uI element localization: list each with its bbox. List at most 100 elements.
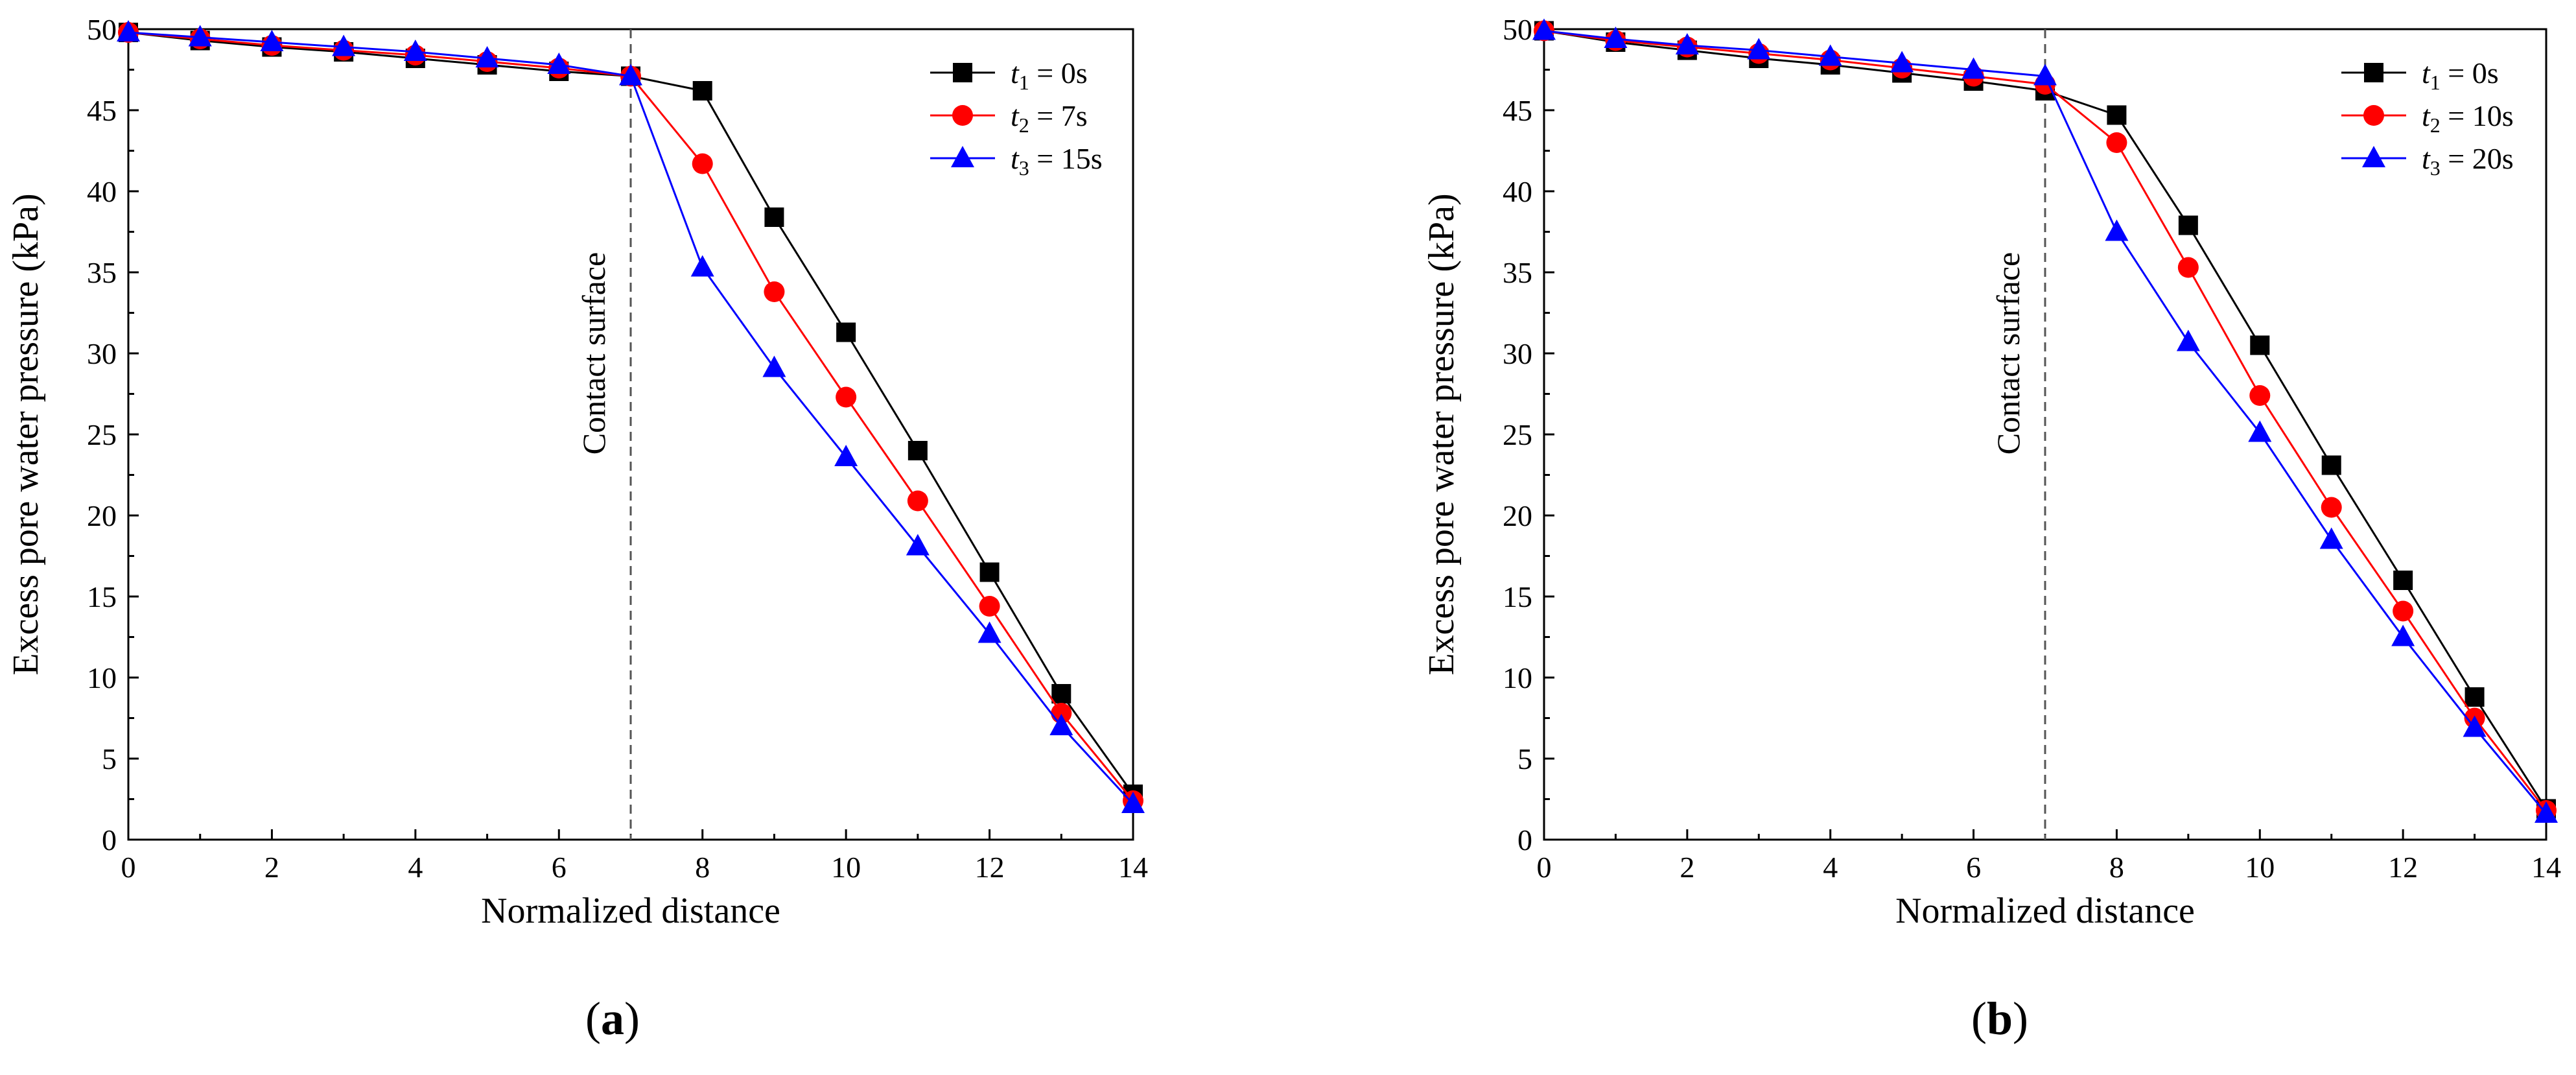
data-point bbox=[1890, 51, 1914, 73]
panel-label-b: (b) bbox=[1971, 993, 2029, 1045]
legend-label: t2 = 7s bbox=[1011, 99, 1088, 137]
y-tick-label: 45 bbox=[87, 94, 117, 127]
legend-label: t3 = 15s bbox=[1011, 142, 1103, 180]
x-tick-label: 8 bbox=[2109, 851, 2124, 884]
x-axis-label: Normalized distance bbox=[1895, 891, 2195, 931]
legend-item: t2 = 10s bbox=[2341, 99, 2514, 137]
y-tick-label: 15 bbox=[87, 580, 117, 613]
data-point bbox=[2177, 257, 2199, 278]
x-tick-label: 10 bbox=[831, 851, 861, 884]
data-point bbox=[836, 322, 856, 342]
x-tick-label: 2 bbox=[264, 851, 279, 884]
data-point bbox=[2465, 687, 2485, 707]
data-point bbox=[692, 153, 713, 174]
data-point bbox=[1532, 18, 1556, 40]
x-tick-label: 10 bbox=[2245, 851, 2275, 884]
data-point bbox=[978, 621, 1001, 643]
y-tick-label: 40 bbox=[87, 175, 117, 208]
contact-surface-label: Contact surface bbox=[1990, 252, 2026, 455]
x-tick-label: 4 bbox=[408, 851, 423, 884]
y-tick-label: 30 bbox=[87, 337, 117, 370]
x-tick-label: 6 bbox=[552, 851, 567, 884]
x-tick-label: 2 bbox=[1680, 851, 1694, 884]
data-point bbox=[619, 64, 642, 86]
x-tick-label: 14 bbox=[2531, 851, 2561, 884]
legend-marker bbox=[2364, 63, 2383, 82]
y-tick-label: 50 bbox=[1503, 13, 1532, 46]
series-3 bbox=[1532, 18, 2558, 823]
data-point bbox=[188, 25, 212, 47]
legend-item: t1 = 0s bbox=[2341, 56, 2499, 94]
data-point bbox=[547, 53, 571, 74]
y-tick-label: 35 bbox=[87, 256, 117, 289]
data-point bbox=[906, 534, 930, 556]
data-point bbox=[834, 445, 858, 466]
y-tick-label: 45 bbox=[1503, 94, 1532, 127]
y-tick-label: 25 bbox=[87, 418, 117, 451]
chart-panel-b: 0 2 4 6 8 10 12 14 0 5 10 15 20 25 30 35 40 45 50 Normalize… bbox=[1422, 13, 2561, 931]
data-point bbox=[2321, 455, 2341, 475]
data-point bbox=[2393, 600, 2414, 622]
y-tick-label: 5 bbox=[1517, 742, 1532, 775]
data-point bbox=[690, 255, 714, 277]
contact-surface-label: Contact surface bbox=[576, 252, 612, 455]
y-tick-label: 10 bbox=[1503, 661, 1532, 694]
legend-label: t1 = 0s bbox=[1011, 56, 1088, 94]
legend-label: t3 = 20s bbox=[2422, 142, 2514, 180]
series-3 bbox=[117, 20, 1145, 813]
data-point bbox=[692, 81, 712, 100]
y-tick-label: 15 bbox=[1503, 580, 1532, 613]
data-point bbox=[2107, 105, 2127, 125]
data-point bbox=[475, 46, 499, 67]
legend-item: t2 = 7s bbox=[930, 99, 1088, 137]
y-tick-label: 20 bbox=[87, 499, 117, 532]
legend-label: t1 = 0s bbox=[2422, 56, 2499, 94]
data-point bbox=[2393, 571, 2413, 590]
data-point bbox=[2178, 215, 2198, 235]
data-point bbox=[836, 386, 857, 408]
y-axis-label: Excess pore water pressure (kPa) bbox=[1422, 193, 1462, 675]
data-point bbox=[907, 490, 928, 512]
y-tick-label: 40 bbox=[1503, 175, 1532, 208]
y-tick-label: 35 bbox=[1503, 256, 1532, 289]
legend-item: t3 = 15s bbox=[930, 142, 1103, 180]
data-point bbox=[2176, 329, 2200, 351]
data-point bbox=[2106, 132, 2127, 153]
legend-marker bbox=[2363, 105, 2384, 126]
series-line bbox=[128, 31, 1134, 795]
data-point bbox=[1604, 27, 1628, 48]
data-point bbox=[1818, 44, 1842, 66]
y-tick-label: 0 bbox=[102, 823, 117, 856]
y-tick-label: 5 bbox=[102, 742, 117, 775]
data-point bbox=[2248, 420, 2272, 442]
y-axis-label: Excess pore water pressure (kPa) bbox=[6, 193, 46, 675]
x-tick-label: 0 bbox=[121, 851, 136, 884]
data-point bbox=[2250, 335, 2270, 355]
data-point bbox=[979, 562, 1000, 582]
data-point bbox=[2321, 497, 2342, 518]
data-point bbox=[1049, 714, 1073, 735]
legend-marker bbox=[951, 146, 974, 167]
data-point bbox=[1961, 57, 1985, 79]
data-point bbox=[1675, 33, 1699, 54]
legend-marker bbox=[2362, 146, 2385, 167]
y-tick-label: 20 bbox=[1503, 499, 1532, 532]
legend-label: t2 = 10s bbox=[2422, 99, 2514, 137]
y-tick-label: 50 bbox=[87, 13, 117, 46]
legend: t1 = 0s t2 = 7s t3 = 15s bbox=[930, 56, 1103, 180]
x-axis-label: Normalized distance bbox=[481, 891, 780, 931]
data-point bbox=[1121, 792, 1145, 813]
data-point bbox=[2391, 624, 2415, 646]
panel-label-a: (a) bbox=[585, 993, 640, 1045]
data-point bbox=[260, 30, 284, 51]
x-tick-label: 12 bbox=[2388, 851, 2418, 884]
data-point bbox=[2105, 219, 2129, 241]
data-point bbox=[764, 207, 784, 227]
x-tick-label: 4 bbox=[1823, 851, 1838, 884]
data-point bbox=[907, 441, 928, 460]
data-point bbox=[979, 596, 1000, 617]
chart-panel-a: 0 2 4 6 8 10 12 14 0 5 10 15 20 25 30 35 40 45 50 Normalize… bbox=[6, 13, 1148, 931]
data-point bbox=[762, 355, 786, 377]
x-tick-label: 0 bbox=[1537, 851, 1552, 884]
